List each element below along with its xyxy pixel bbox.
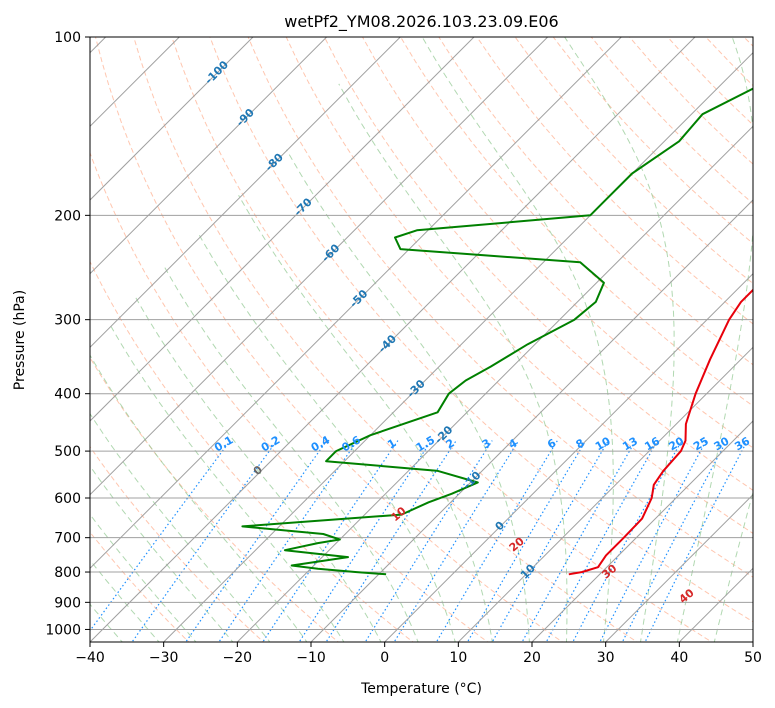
moist-adiabat-line (338, 83, 568, 642)
isotherm-gridline (90, 37, 623, 570)
isotherm-gridline (90, 37, 402, 349)
dewpoint-line (241, 87, 753, 576)
mixing-ratio-line (621, 440, 728, 642)
y-tick-label: 300 (54, 313, 81, 329)
dry-adiabat-line (90, 151, 489, 642)
isotherm-gridline (90, 37, 254, 201)
dry-adiabat-line (438, 37, 753, 366)
x-tick-label: −40 (75, 650, 105, 666)
dry-adiabat-line (285, 37, 753, 535)
moist-adiabat-line (286, 149, 530, 642)
mixing-ratio-line (599, 440, 707, 642)
mixing-ratio-line (262, 440, 399, 642)
y-tick-label: 800 (54, 565, 81, 581)
x-tick-label: −30 (149, 650, 179, 666)
x-tick-label: 50 (744, 650, 762, 666)
moist-adiabats (90, 37, 753, 642)
mixing-ratio-line (298, 440, 432, 642)
y-tick-label: 700 (54, 531, 81, 547)
mixing-ratio-line (521, 440, 637, 642)
x-axis-label: Temperature (°C) (360, 681, 482, 697)
moist-adiabat-line (164, 267, 419, 642)
moist-adiabat-line (109, 323, 345, 642)
x-tick-label: 10 (449, 650, 467, 666)
isotherm-gridline (531, 420, 753, 642)
profile-series (241, 87, 753, 576)
moist-adiabat-line (198, 233, 456, 642)
moist-adiabat-line (90, 559, 160, 642)
x-tick-label: −10 (296, 650, 326, 666)
isotherm-gridline (604, 493, 753, 642)
y-tick-label: 1000 (45, 622, 81, 638)
dry-adiabat-line (362, 37, 753, 449)
chart-title: wetPf2_YM08.2026.103.23.09.E06 (284, 12, 558, 32)
isotherm-gridline (310, 199, 753, 642)
x-tick-label: 40 (670, 650, 688, 666)
mixing-ratio-line (131, 440, 278, 642)
isotherm-gridline (90, 37, 328, 275)
x-tick-label: 20 (523, 650, 541, 666)
dry-adiabat-line (171, 37, 713, 642)
mixing-ratio-lines (90, 440, 748, 642)
mixing-ratio-line (325, 440, 457, 642)
y-tick-label: 500 (54, 444, 81, 460)
dry-adiabat-line (90, 356, 339, 642)
x-tick-label: 0 (380, 650, 389, 666)
isotherm-gridline (90, 37, 475, 422)
isotherm-gridline (457, 346, 753, 642)
moist-adiabat-line (90, 412, 271, 642)
dry-adiabat-line (90, 445, 265, 642)
dry-adiabat-line (476, 37, 753, 325)
mixing-ratio-line (185, 440, 328, 642)
y-tick-label: 100 (54, 30, 81, 46)
x-tick-label: −20 (223, 650, 253, 666)
isotherm-gridline (90, 37, 549, 496)
temperature-line (568, 288, 753, 576)
moist-adiabat-line (238, 195, 493, 642)
y-tick-label: 600 (54, 491, 81, 507)
dry-adiabat-line (323, 37, 753, 491)
y-tick-label: 900 (54, 595, 81, 611)
mixing-ratio-line (491, 440, 609, 642)
moist-adiabat-line (90, 603, 123, 642)
mixing-ratio-line (435, 440, 558, 642)
plot-frame (89, 36, 754, 643)
mixing-ratio-line (545, 440, 659, 642)
isotherm-gridline (162, 51, 753, 642)
plot-background (90, 37, 753, 642)
isotherm-gridline (90, 37, 696, 642)
mixing-ratio-line (364, 440, 493, 642)
moist-adiabat-line (135, 297, 382, 642)
isobar-gridlines (90, 37, 753, 630)
isotherm-gridline (383, 272, 753, 642)
x-axis-ticks: −40 −30 −20 −10 0 10 20 30 40 50 (75, 642, 762, 666)
y-axis-label: Pressure (hPa) (12, 290, 28, 390)
x-tick-label: 30 (597, 650, 615, 666)
y-tick-label: 400 (54, 387, 81, 403)
mixing-ratio-line (572, 440, 683, 642)
isotherm-gridlines (90, 37, 753, 642)
y-axis-ticks: 100 200 300 400 500 600 700 800 900 1000 (45, 30, 90, 638)
moist-adiabat-line (90, 513, 197, 642)
y-tick-label: 200 (54, 208, 81, 224)
